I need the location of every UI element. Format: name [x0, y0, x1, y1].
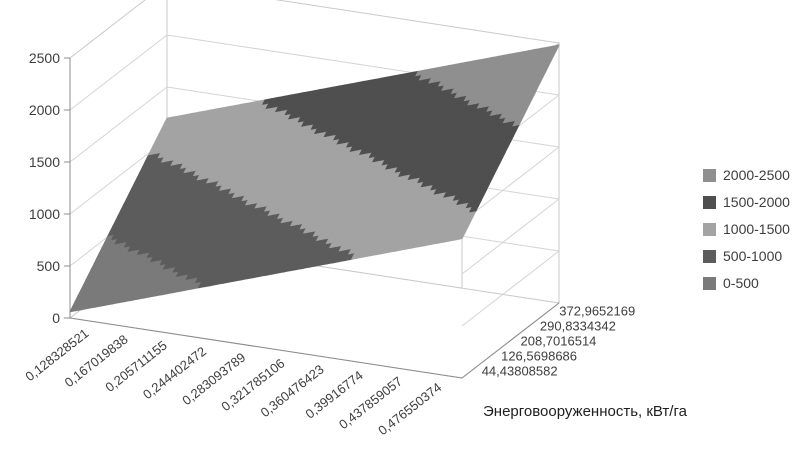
category-axis [69, 317, 463, 379]
surface-band-cell [454, 232, 466, 241]
legend-label: 0-500 [723, 275, 759, 291]
legend-swatch [703, 195, 716, 209]
y-tick-label: 500 [37, 258, 61, 274]
legend-swatch [703, 168, 716, 182]
depth-tick-label: 372,9652169 [559, 304, 635, 319]
legend-label: 500-1000 [723, 248, 783, 264]
legend-item-500-1000: 500-1000 [703, 248, 790, 264]
legend-item-0-500: 0-500 [703, 275, 790, 291]
legend-swatch [703, 249, 716, 263]
series-axis [461, 302, 560, 379]
legend-swatch [703, 222, 716, 236]
depth-tick-label: 126,5698686 [501, 349, 577, 364]
legend-item-1500-2000: 1500-2000 [703, 194, 790, 210]
right-wall-gridline [461, 198, 560, 275]
y-tick-label: 2500 [29, 50, 60, 66]
y-tick-label: 0 [52, 310, 60, 326]
legend-item-2000-2500: 2000-2500 [703, 167, 790, 183]
right-wall-gridline [461, 250, 560, 327]
legend: 2000-2500 1500-2000 1000-1500 500-1000 0… [703, 167, 790, 291]
legend-label: 1500-2000 [723, 194, 790, 210]
left-wall-gridline [69, 34, 168, 111]
y-tick-label: 1000 [29, 206, 60, 222]
x-axis-title: Энерговооруженность, кВт/га [483, 403, 687, 420]
depth-tick-label: 44,43808582 [482, 364, 558, 379]
y-tick-label: 2000 [29, 102, 60, 118]
legend-label: 2000-2500 [723, 167, 790, 183]
legend-swatch [703, 276, 716, 290]
y-tick-label: 1500 [29, 154, 60, 170]
left-wall-gridline [69, 86, 168, 163]
right-wall-gridline [461, 146, 560, 223]
legend-label: 1000-1500 [723, 221, 790, 237]
depth-tick-label: 208,7016514 [521, 334, 597, 349]
depth-tick-label: 290,8334342 [540, 319, 616, 334]
legend-item-1000-1500: 1000-1500 [703, 221, 790, 237]
